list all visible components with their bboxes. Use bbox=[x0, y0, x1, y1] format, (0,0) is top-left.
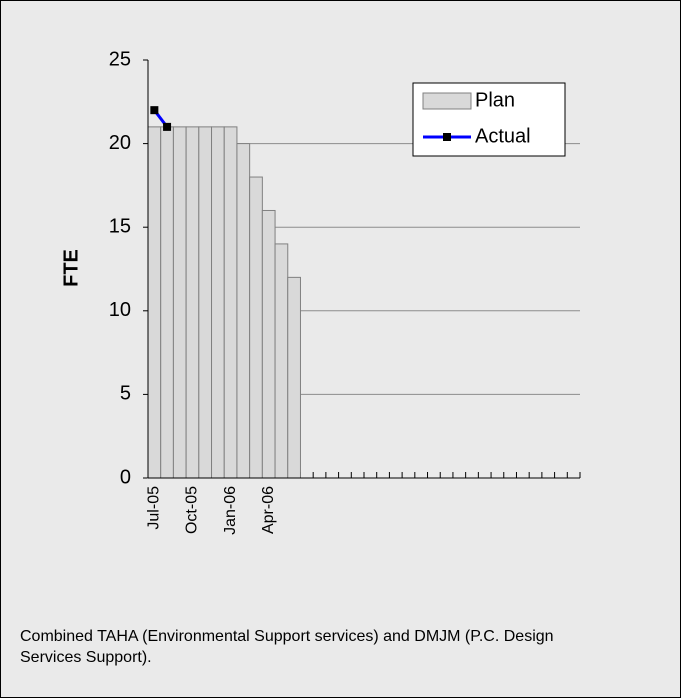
y-tick-label: 0 bbox=[120, 466, 131, 488]
x-tick-label: Apr-06 bbox=[260, 486, 277, 534]
legend-marker bbox=[443, 133, 451, 141]
bar bbox=[236, 143, 251, 479]
x-tick-label: Oct-05 bbox=[184, 486, 201, 534]
legend-label: Plan bbox=[475, 89, 515, 111]
marker bbox=[150, 106, 159, 115]
bar bbox=[223, 126, 238, 479]
x-tick-label: Jan-06 bbox=[222, 486, 239, 535]
bar bbox=[261, 209, 276, 479]
y-tick-label: 20 bbox=[109, 132, 131, 154]
marker bbox=[163, 122, 172, 131]
bar bbox=[160, 126, 174, 479]
y-axis-label: FTE bbox=[60, 249, 82, 287]
bar bbox=[274, 243, 289, 479]
y-tick-label: 5 bbox=[120, 383, 131, 405]
y-tick-label: 15 bbox=[109, 215, 131, 237]
bar bbox=[287, 276, 301, 479]
bar bbox=[185, 126, 200, 479]
bar bbox=[249, 176, 263, 479]
legend-label: Actual bbox=[475, 125, 531, 147]
bar bbox=[198, 126, 213, 479]
bar bbox=[211, 126, 225, 479]
y-tick-label: 25 bbox=[109, 48, 131, 70]
bar bbox=[172, 126, 187, 479]
y-tick-label: 10 bbox=[109, 299, 131, 321]
legend-swatch bbox=[422, 92, 472, 110]
bar bbox=[147, 126, 162, 479]
x-tick-label: Jul-05 bbox=[146, 486, 163, 530]
caption: Combined TAHA (Environmental Support ser… bbox=[20, 628, 554, 666]
legend: Plan Actual bbox=[412, 82, 566, 157]
